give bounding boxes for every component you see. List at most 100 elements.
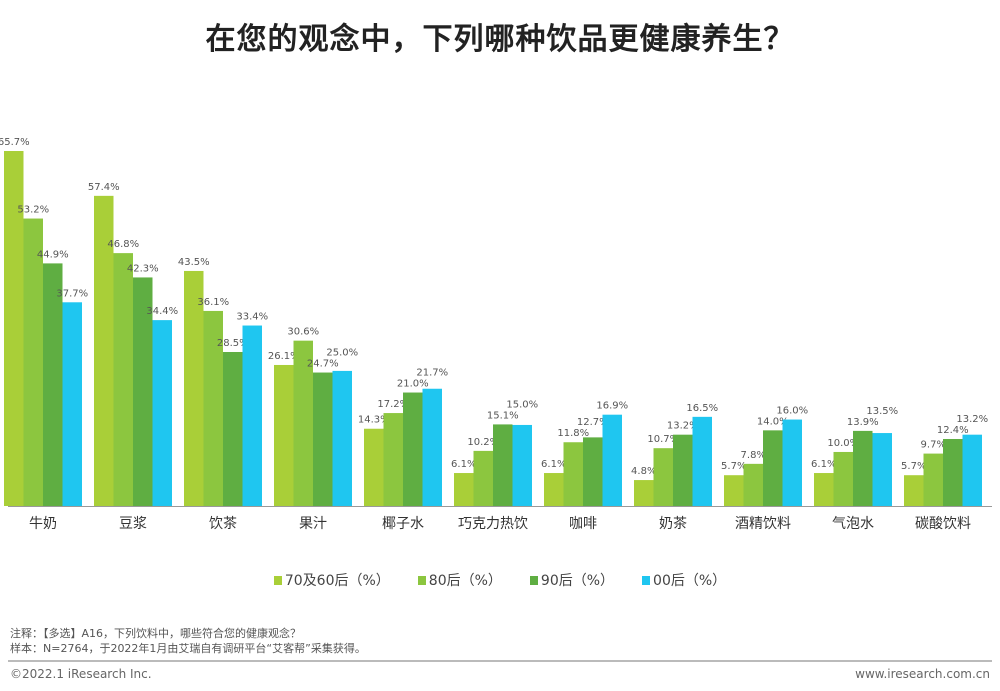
- bar: [242, 325, 262, 506]
- notes: 注释：【多选】A16，下列饮料中，哪些符合您的健康观念？ 样本：N=2764，于…: [10, 626, 366, 656]
- category-label: 巧克力热饮: [458, 516, 528, 532]
- legend-swatch: [642, 575, 651, 585]
- data-label: 10.2%: [467, 437, 499, 448]
- bar: [113, 253, 133, 506]
- data-label: 17.2%: [377, 399, 409, 410]
- legend-item: 00后（%）: [642, 570, 726, 590]
- data-label: 33.4%: [236, 312, 268, 323]
- data-label: 7.8%: [741, 450, 766, 461]
- bar: [872, 433, 892, 506]
- bar: [904, 475, 924, 506]
- data-label: 16.5%: [686, 403, 718, 414]
- data-label: 34.4%: [146, 306, 178, 317]
- category-label: 果汁: [299, 516, 327, 532]
- bar: [152, 320, 172, 506]
- bar: [563, 442, 583, 506]
- data-label: 15.1%: [487, 410, 519, 421]
- bar: [62, 302, 82, 506]
- chart-title: 在您的观念中，下列哪种饮品更健康养生？: [205, 22, 795, 57]
- data-label: 21.7%: [416, 368, 448, 379]
- category-label: 气泡水: [832, 516, 874, 532]
- category-label: 奶茶: [659, 516, 687, 532]
- category-label: 饮茶: [209, 516, 237, 532]
- bar: [422, 388, 442, 506]
- bar: [962, 434, 982, 506]
- legend-swatch: [417, 575, 426, 585]
- category-label: 椰子水: [382, 516, 424, 532]
- bar: [653, 448, 673, 506]
- data-label: 24.7%: [307, 359, 339, 370]
- data-label: 11.8%: [557, 428, 589, 439]
- data-label: 13.2%: [667, 421, 699, 432]
- data-label: 13.5%: [866, 406, 898, 417]
- data-label: 26.1%: [268, 351, 300, 362]
- bar: [814, 473, 834, 506]
- bar: [544, 473, 564, 506]
- legend-label: 80后（%）: [428, 573, 502, 589]
- legend-item: 90后（%）: [529, 570, 614, 590]
- bar: [23, 218, 43, 506]
- data-label: 10.7%: [647, 434, 679, 445]
- bar: [133, 277, 153, 506]
- data-label: 14.0%: [757, 416, 789, 427]
- category-label: 咖啡: [569, 516, 597, 532]
- data-label: 13.2%: [956, 414, 988, 425]
- data-label: 25.0%: [326, 348, 358, 359]
- bar: [583, 437, 603, 506]
- bar: [943, 438, 963, 506]
- data-label: 16.0%: [776, 405, 808, 416]
- category-label: 碳酸饮料: [915, 516, 971, 532]
- bar: [4, 151, 24, 506]
- data-label: 57.4%: [88, 182, 120, 193]
- category-label: 酒精饮料: [735, 516, 791, 532]
- copyright: ©2022.1 iResearch Inc.: [10, 667, 152, 681]
- data-label: 65.7%: [0, 137, 30, 148]
- bar: [223, 352, 243, 506]
- data-label: 21.0%: [397, 379, 429, 390]
- sample-line: 样本：N=2764，于2022年1月由艾瑞自有调研平台“艾客帮”采集获得。: [10, 642, 366, 655]
- bar: [673, 434, 693, 506]
- data-label: 30.6%: [287, 327, 319, 338]
- data-label: 16.9%: [596, 401, 628, 412]
- bar: [332, 370, 352, 506]
- data-label: 6.1%: [811, 459, 836, 470]
- bar: [602, 414, 622, 506]
- bar: [454, 473, 474, 506]
- legend-label: 00后（%）: [653, 573, 727, 589]
- bar: [634, 480, 654, 506]
- data-label: 36.1%: [197, 297, 229, 308]
- data-label: 28.5%: [217, 338, 249, 349]
- bar: [923, 453, 943, 506]
- bar: [724, 475, 744, 506]
- category-label: 牛奶: [29, 516, 57, 532]
- data-label: 53.2%: [17, 205, 49, 216]
- data-label: 6.1%: [541, 459, 566, 470]
- legend: 70及60后（%） 80后（%） 90后（%） 00后（%）: [0, 570, 1000, 590]
- bar: [274, 364, 294, 506]
- bar: [94, 195, 114, 507]
- data-label: 12.7%: [577, 417, 609, 428]
- note-line: 注释：【多选】A16，下列饮料中，哪些符合您的健康观念？: [10, 627, 302, 640]
- data-label: 43.5%: [178, 257, 210, 268]
- data-label: 37.7%: [56, 288, 88, 299]
- category-label: 豆浆: [119, 516, 147, 532]
- bar: [473, 450, 493, 506]
- bar: [313, 372, 333, 506]
- legend-label: 70及60后（%）: [284, 573, 390, 589]
- bar: [203, 310, 223, 506]
- legend-swatch: [529, 575, 538, 585]
- data-label: 44.9%: [37, 249, 69, 260]
- bar: [763, 430, 783, 506]
- bar: [364, 428, 384, 506]
- bar-chart: 65.7% 53.2% 44.9% 37.7% 牛奶 57.4% 46.8% 42.3% 34.…: [0, 137, 992, 532]
- bar: [743, 463, 763, 506]
- bar: [853, 430, 873, 506]
- bar: [293, 340, 313, 506]
- bar: [782, 419, 802, 506]
- bar: [403, 392, 423, 506]
- data-label: 6.1%: [451, 459, 476, 470]
- data-label: 42.3%: [127, 263, 159, 274]
- data-label: 9.7%: [921, 440, 946, 451]
- data-label: 4.8%: [631, 466, 656, 477]
